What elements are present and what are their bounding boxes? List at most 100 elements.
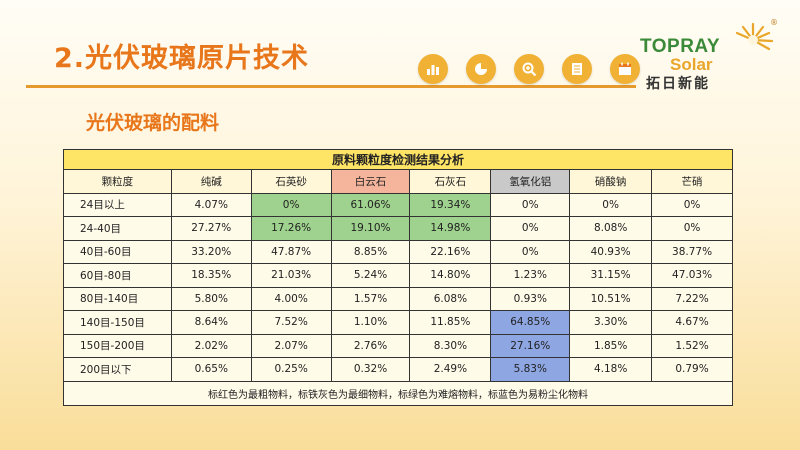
table-row: 60目-80目 18.35% 21.03% 5.24% 14.80% 1.23%… — [63, 263, 733, 288]
table-caption: 原料颗粒度检测结果分析 — [63, 149, 733, 170]
table-cell: 0.25% — [250, 357, 332, 382]
table-cell: 11.85% — [409, 310, 492, 335]
slide-title: 2.光伏玻璃原片技术 — [54, 43, 310, 74]
table-cell: 0.65% — [170, 357, 252, 382]
table-cell: 5.24% — [330, 263, 411, 288]
bar-chart-icon[interactable] — [418, 54, 448, 84]
table-cell: 19.10% — [330, 216, 411, 241]
logo-chinese-name: 拓日新能 — [646, 76, 710, 92]
table-row: 80目-140目 5.80% 4.00% 1.57% 6.08% 0.93% 1… — [63, 286, 733, 311]
table-cell: 2.02% — [170, 333, 252, 358]
granularity-table: 原料颗粒度检测结果分析 颗粒度 纯碱 石英砂 白云石 石灰石 氢氧化铝 硝酸钠 … — [63, 149, 733, 406]
table-cell: 4.07% — [170, 192, 252, 217]
table-cell: 24-40目 — [63, 216, 172, 241]
table-cell: 21.03% — [250, 263, 332, 288]
table-cell: 150目-200目 — [63, 333, 172, 358]
pie-chart-icon[interactable] — [466, 54, 496, 84]
title-divider — [26, 85, 636, 88]
table-cell: 0.93% — [490, 286, 571, 311]
table-cell: 0% — [490, 239, 571, 264]
header-quartz-sand: 石英砂 — [250, 169, 332, 194]
table-cell: 1.85% — [569, 333, 653, 358]
table-cell: 31.15% — [569, 263, 653, 288]
table-cell: 4.18% — [569, 357, 653, 382]
table-cell: 10.51% — [569, 286, 653, 311]
header-sodium-nitrate: 硝酸钠 — [569, 169, 653, 194]
table-header-row: 颗粒度 纯碱 石英砂 白云石 石灰石 氢氧化铝 硝酸钠 芒硝 — [63, 169, 733, 194]
company-logo: ® TOPRAY Solar 拓日新能 — [636, 18, 786, 98]
table-cell: 2.49% — [409, 357, 492, 382]
table-cell: 40.93% — [569, 239, 653, 264]
table-cell: 4.00% — [250, 286, 332, 311]
table-cell: 0.79% — [651, 357, 733, 382]
table-cell: 3.30% — [569, 310, 653, 335]
granularity-table-container: 原料颗粒度检测结果分析 颗粒度 纯碱 石英砂 白云石 石灰石 氢氧化铝 硝酸钠 … — [63, 149, 733, 406]
search-icon[interactable] — [514, 54, 544, 84]
registered-mark: ® — [770, 18, 778, 27]
table-cell: 1.23% — [490, 263, 571, 288]
table-row: 24目以上 4.07% 0% 61.06% 19.34% 0% 0% 0% — [63, 192, 733, 217]
table-cell: 1.10% — [330, 310, 411, 335]
table-cell: 7.22% — [651, 286, 733, 311]
table-cell: 0% — [490, 192, 571, 217]
table-cell: 6.08% — [409, 286, 492, 311]
table-cell: 24目以上 — [63, 192, 172, 217]
table-cell: 0% — [250, 192, 332, 217]
section-subtitle: 光伏玻璃的配料 — [86, 112, 220, 134]
table-cell: 200目以下 — [63, 357, 172, 382]
table-cell: 64.85% — [490, 310, 571, 335]
table-cell: 17.26% — [250, 216, 332, 241]
header-granularity: 颗粒度 — [63, 169, 172, 194]
table-cell: 4.67% — [651, 310, 733, 335]
table-cell: 47.87% — [250, 239, 332, 264]
table-cell: 27.16% — [490, 333, 571, 358]
table-cell: 1.57% — [330, 286, 411, 311]
toolbar-icons — [418, 54, 640, 84]
table-row: 24-40目 27.27% 17.26% 19.10% 14.98% 0% 8.… — [63, 216, 733, 241]
table-row: 150目-200目 2.02% 2.07% 2.76% 8.30% 27.16%… — [63, 333, 733, 358]
header-dolomite: 白云石 — [330, 169, 411, 194]
table-cell: 8.08% — [569, 216, 653, 241]
table-cell: 8.85% — [330, 239, 411, 264]
table-cell: 47.03% — [651, 263, 733, 288]
table-cell: 18.35% — [170, 263, 252, 288]
table-cell: 0% — [490, 216, 571, 241]
table-cell: 0.32% — [330, 357, 411, 382]
table-cell: 38.77% — [651, 239, 733, 264]
logo-name: TOPRAY — [640, 36, 721, 57]
header-aluminum-hydroxide: 氢氧化铝 — [490, 169, 571, 194]
table-cell: 14.98% — [409, 216, 492, 241]
document-icon[interactable] — [562, 54, 592, 84]
table-caption-row: 原料颗粒度检测结果分析 — [63, 149, 733, 170]
table-cell: 33.20% — [170, 239, 252, 264]
table-row: 200目以下 0.65% 0.25% 0.32% 2.49% 5.83% 4.1… — [63, 357, 733, 382]
table-cell: 40目-60目 — [63, 239, 172, 264]
table-cell: 140目-150目 — [63, 310, 172, 335]
header-soda-ash: 纯碱 — [170, 169, 252, 194]
table-cell: 5.80% — [170, 286, 252, 311]
table-cell: 2.76% — [330, 333, 411, 358]
table-cell: 0% — [651, 216, 733, 241]
table-row: 140目-150目 8.64% 7.52% 1.10% 11.85% 64.85… — [63, 310, 733, 335]
table-cell: 1.52% — [651, 333, 733, 358]
table-legend-note: 标红色为最粗物料，标铁灰色为最细物料，标绿色为难熔物料，标蓝色为易粉尘化物料 — [63, 380, 733, 406]
sun-logo-icon — [735, 22, 774, 51]
table-cell: 22.16% — [409, 239, 492, 264]
table-cell: 60目-80目 — [63, 263, 172, 288]
table-note-row: 标红色为最粗物料，标铁灰色为最细物料，标绿色为难熔物料，标蓝色为易粉尘化物料 — [63, 380, 733, 406]
table-cell: 0% — [569, 192, 653, 217]
table-cell: 19.34% — [409, 192, 492, 217]
table-cell: 8.64% — [170, 310, 252, 335]
header-glauber-salt: 芒硝 — [651, 169, 733, 194]
table-cell: 7.52% — [250, 310, 332, 335]
table-row: 40目-60目 33.20% 47.87% 8.85% 22.16% 0% 40… — [63, 239, 733, 264]
table-cell: 14.80% — [409, 263, 492, 288]
table-cell: 5.83% — [490, 357, 571, 382]
table-cell: 80目-140目 — [63, 286, 172, 311]
table-cell: 2.07% — [250, 333, 332, 358]
calendar-icon[interactable] — [610, 54, 640, 84]
table-cell: 8.30% — [409, 333, 492, 358]
table-cell: 0% — [651, 192, 733, 217]
table-cell: 27.27% — [170, 216, 252, 241]
